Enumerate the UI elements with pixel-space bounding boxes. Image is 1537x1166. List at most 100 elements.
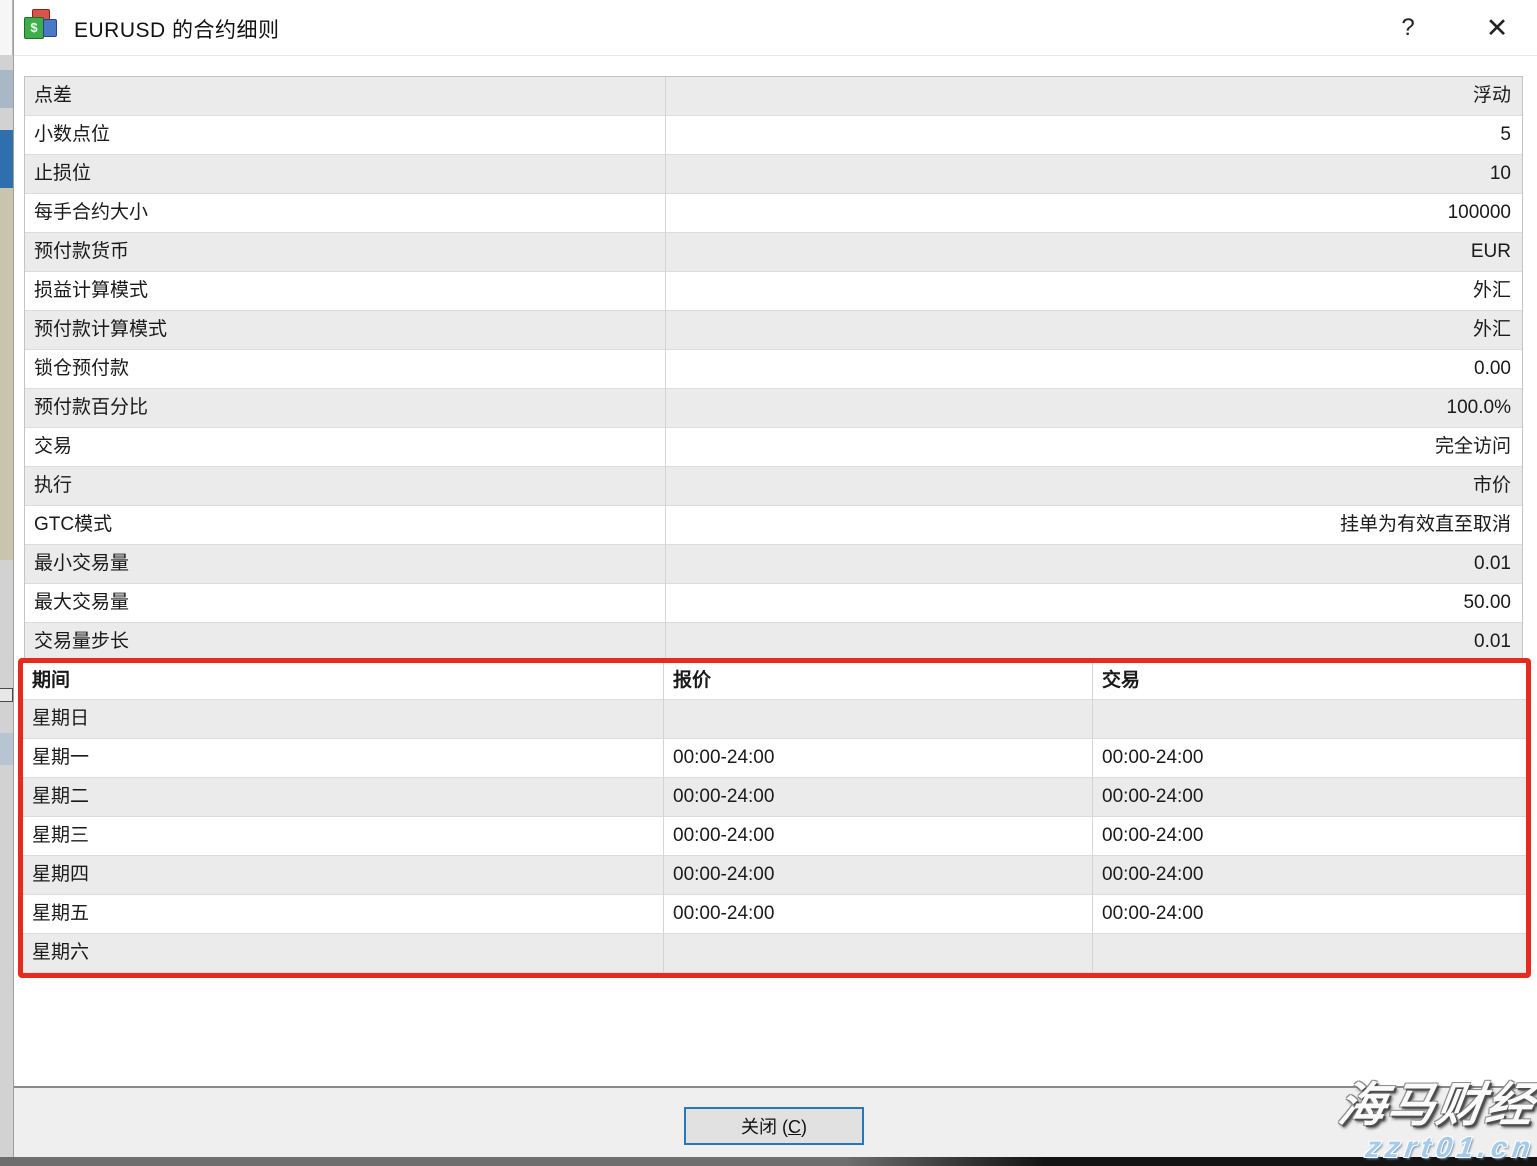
- session-quotes: 00:00-24:00: [664, 817, 1093, 856]
- session-trade: [1093, 700, 1526, 739]
- spec-label: 每手合约大小: [25, 194, 666, 233]
- spec-value: 10: [666, 155, 1522, 194]
- table-row: 点差 浮动: [25, 77, 1522, 116]
- table-row: 锁仓预付款 0.00: [25, 350, 1522, 389]
- spec-value: 0.00: [666, 350, 1522, 389]
- table-row: 损益计算模式 外汇: [25, 272, 1522, 311]
- table-row: 星期三 00:00-24:00 00:00-24:00: [23, 817, 1526, 856]
- session-trade: 00:00-24:00: [1093, 895, 1526, 934]
- session-quotes: 00:00-24:00: [664, 739, 1093, 778]
- spec-value: 完全访问: [666, 428, 1522, 467]
- contract-spec-icon: $: [23, 9, 61, 47]
- spec-value: 外汇: [666, 272, 1522, 311]
- specification-table: 点差 浮动 小数点位 5 止损位 10 每手合约大小 100000 预付款货币 …: [24, 76, 1523, 662]
- background-toolbar-sliver: [0, 70, 13, 108]
- background-titlebar-sliver: [0, 0, 13, 55]
- spec-label: 小数点位: [25, 116, 666, 155]
- spec-label: GTC模式: [25, 506, 666, 545]
- table-row: GTC模式 挂单为有效直至取消: [25, 506, 1522, 545]
- spec-value: 外汇: [666, 311, 1522, 350]
- session-trade: 00:00-24:00: [1093, 778, 1526, 817]
- table-row: 最大交易量 50.00: [25, 584, 1522, 623]
- spec-value: EUR: [666, 233, 1522, 272]
- session-day: 星期三: [23, 817, 664, 856]
- close-button[interactable]: 关闭 (C): [684, 1107, 864, 1145]
- sessions-header-trade: 交易: [1093, 663, 1526, 700]
- spec-label: 交易量步长: [25, 623, 666, 662]
- spec-value: 100.0%: [666, 389, 1522, 428]
- spec-label: 最小交易量: [25, 545, 666, 584]
- table-row: 星期六: [23, 934, 1526, 973]
- dialog-title: EURUSD 的合约细则: [74, 19, 280, 42]
- session-day: 星期日: [23, 700, 664, 739]
- sessions-highlight-box: 期间 报价 交易 星期日 星期一 00:00-24:00 00:00-24:00…: [18, 658, 1531, 978]
- background-window-sliver: [0, 0, 13, 1166]
- table-row: 星期日: [23, 700, 1526, 739]
- session-quotes: [664, 934, 1093, 973]
- footer-divider: [14, 1086, 1537, 1088]
- close-button-label: 关闭 (: [741, 1117, 788, 1137]
- table-row: 预付款计算模式 外汇: [25, 311, 1522, 350]
- spec-label: 点差: [25, 77, 666, 116]
- session-quotes: 00:00-24:00: [664, 778, 1093, 817]
- footer-bar: 关闭 (C): [14, 1088, 1537, 1157]
- table-row: 交易 完全访问: [25, 428, 1522, 467]
- sessions-header-row: 期间 报价 交易: [23, 663, 1526, 700]
- table-row: 执行 市价: [25, 467, 1522, 506]
- spec-label: 预付款计算模式: [25, 311, 666, 350]
- session-trade: 00:00-24:00: [1093, 856, 1526, 895]
- session-trade: [1093, 934, 1526, 973]
- table-row: 星期一 00:00-24:00 00:00-24:00: [23, 739, 1526, 778]
- session-trade: 00:00-24:00: [1093, 817, 1526, 856]
- session-quotes: [664, 700, 1093, 739]
- spec-value: 0.01: [666, 545, 1522, 584]
- table-row: 星期四 00:00-24:00 00:00-24:00: [23, 856, 1526, 895]
- background-widget-sliver: [0, 688, 13, 702]
- icon-green-note: $: [24, 17, 44, 39]
- spec-label: 锁仓预付款: [25, 350, 666, 389]
- background-panel-sliver: [0, 733, 13, 765]
- background-selection-sliver: [0, 130, 13, 188]
- session-quotes: 00:00-24:00: [664, 895, 1093, 934]
- spec-value: 0.01: [666, 623, 1522, 662]
- session-day: 星期二: [23, 778, 664, 817]
- spec-label: 止损位: [25, 155, 666, 194]
- spec-label: 预付款百分比: [25, 389, 666, 428]
- table-row: 小数点位 5: [25, 116, 1522, 155]
- table-row: 止损位 10: [25, 155, 1522, 194]
- help-button[interactable]: ?: [1401, 14, 1415, 41]
- spec-value: 浮动: [666, 77, 1522, 116]
- session-day: 星期四: [23, 856, 664, 895]
- close-button-hotkey: C: [788, 1117, 801, 1137]
- taskbar-sliver: [0, 1157, 1537, 1166]
- sessions-header-period: 期间: [23, 663, 664, 700]
- table-row: 星期五 00:00-24:00 00:00-24:00: [23, 895, 1526, 934]
- table-row: 每手合约大小 100000: [25, 194, 1522, 233]
- table-row: 预付款百分比 100.0%: [25, 389, 1522, 428]
- session-day: 星期一: [23, 739, 664, 778]
- close-icon[interactable]: ✕: [1485, 13, 1509, 43]
- spec-label: 最大交易量: [25, 584, 666, 623]
- dialog-titlebar: $ EURUSD 的合约细则 ? ✕: [14, 0, 1537, 56]
- icon-blue-note: [43, 19, 57, 37]
- spec-value: 挂单为有效直至取消: [666, 506, 1522, 545]
- session-quotes: 00:00-24:00: [664, 856, 1093, 895]
- contract-specification-dialog: $ EURUSD 的合约细则 ? ✕ 点差 浮动 小数点位 5 止损位 10 每…: [13, 0, 1537, 1157]
- spec-label: 执行: [25, 467, 666, 506]
- sessions-header-quotes: 报价: [664, 663, 1093, 700]
- session-day: 星期五: [23, 895, 664, 934]
- session-trade: 00:00-24:00: [1093, 739, 1526, 778]
- spec-value: 市价: [666, 467, 1522, 506]
- spec-value: 5: [666, 116, 1522, 155]
- table-row: 最小交易量 0.01: [25, 545, 1522, 584]
- table-row: 交易量步长 0.01: [25, 623, 1522, 662]
- close-button-label-suffix: ): [801, 1117, 807, 1137]
- background-chart-sliver: [0, 188, 13, 560]
- spec-value: 50.00: [666, 584, 1522, 623]
- spec-label: 预付款货币: [25, 233, 666, 272]
- spec-value: 100000: [666, 194, 1522, 233]
- table-row: 预付款货币 EUR: [25, 233, 1522, 272]
- spec-label: 交易: [25, 428, 666, 467]
- session-day: 星期六: [23, 934, 664, 973]
- spec-label: 损益计算模式: [25, 272, 666, 311]
